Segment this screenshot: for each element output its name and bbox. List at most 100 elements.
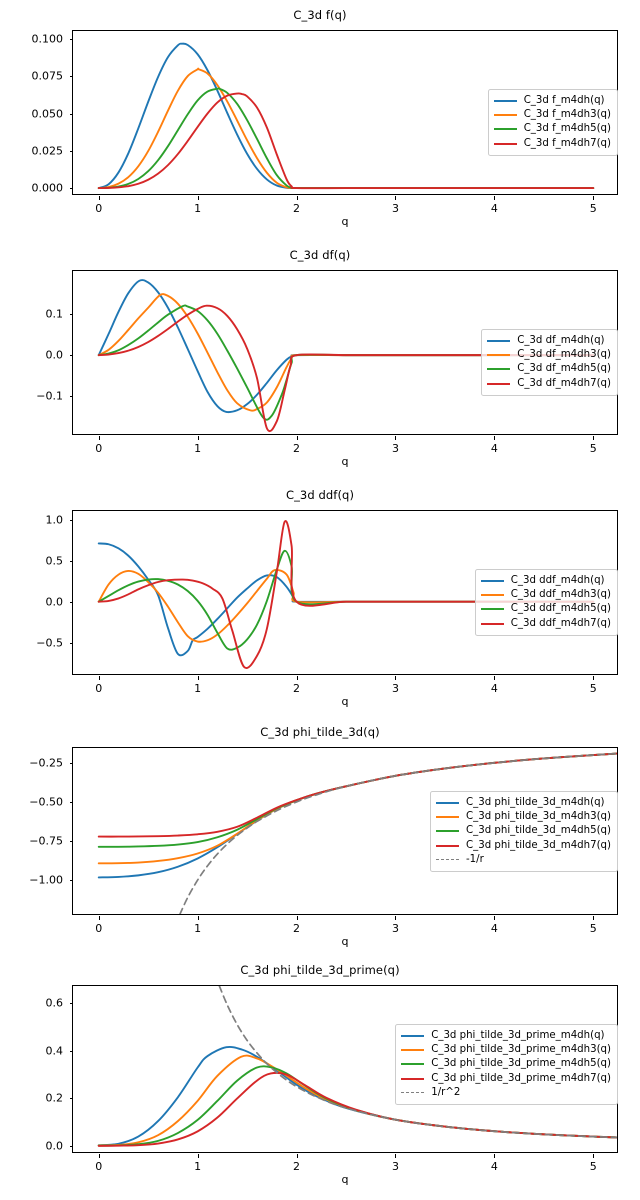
- y-tick-label: 0.050: [31, 107, 64, 120]
- panel-title: C_3d ddf(q): [285, 488, 355, 502]
- plot-area: 0.0 0.2 0.4 0.6 0 1 2 3 4 5 C_3d phi_tilde_3d_pr…: [46, 985, 618, 1173]
- legend-item[interactable]: C_3d phi_tilde_3d_m4dh(q): [436, 796, 611, 810]
- y-tick-mark: [69, 188, 73, 190]
- y-tick-label: 0.0: [45, 595, 64, 609]
- legend-item[interactable]: C_3d phi_tilde_3d_m4dh5(q): [436, 824, 611, 838]
- legend-label: C_3d ddf_m4dh7(q): [510, 617, 611, 629]
- x-tick-mark: [593, 1154, 595, 1158]
- y-tick-mark: [69, 840, 73, 842]
- series-line: [97, 92, 595, 190]
- series-line: [97, 304, 595, 433]
- x-tick-mark: [197, 1154, 199, 1158]
- legend-item[interactable]: -1/r: [436, 853, 611, 867]
- series-canvas: [97, 986, 617, 1147]
- legend-item[interactable]: C_3d phi_tilde_3d_prime_m4dh(q): [401, 1029, 611, 1043]
- plot-clip: [73, 271, 617, 434]
- x-tick-label: 2: [293, 202, 301, 215]
- x-tick-label: 2: [293, 1160, 301, 1173]
- legend[interactable]: C_3d df_m4dh(q) C_3d df_m4dh3(q) C_3d df_m…: [481, 329, 618, 396]
- x-tick-label: 1: [194, 1160, 202, 1173]
- legend-line-swatch-icon: [436, 844, 459, 847]
- y-tick-label: 0.075: [31, 69, 64, 83]
- x-tick-mark: [395, 916, 397, 920]
- x-tick-label: 1: [194, 922, 202, 935]
- legend-item[interactable]: C_3d df_m4dh7(q): [487, 377, 611, 391]
- legend-item[interactable]: C_3d df_m4dh3(q): [487, 348, 611, 362]
- legend-dashed-swatch-icon: [401, 1092, 425, 1094]
- legend-item[interactable]: C_3d ddf_m4dh3(q): [480, 588, 611, 602]
- legend-item[interactable]: C_3d phi_tilde_3d_prime_m4dh3(q): [401, 1043, 611, 1057]
- legend-item[interactable]: C_3d ddf_m4dh7(q): [480, 617, 611, 631]
- x-tick-label: 3: [391, 202, 399, 215]
- legend-line-swatch-icon: [401, 1077, 425, 1080]
- legend-item[interactable]: C_3d f_m4dh5(q): [493, 122, 611, 136]
- legend-item[interactable]: C_3d phi_tilde_3d_prime_m4dh5(q): [401, 1057, 611, 1071]
- panel-phi-tilde-3d: C_3d phi_tilde_3d(q) −1.00 −0.75 −0.50 −0.2…: [0, 725, 640, 960]
- y-tick-label: −0.50: [29, 795, 63, 809]
- series-canvas: [97, 42, 595, 190]
- panel-phi-tilde-3d-prime: C_3d phi_tilde_3d_prime(q) 0.0 0.2 0.4 0.6 …: [0, 963, 640, 1200]
- x-tick-label: 5: [589, 682, 597, 695]
- legend-item[interactable]: C_3d phi_tilde_3d_m4dh7(q): [436, 839, 611, 853]
- series-line: [97, 519, 595, 669]
- legend-line-swatch-icon: [436, 802, 459, 805]
- legend-label: C_3d phi_tilde_3d_m4dh3(q): [466, 811, 611, 823]
- legend-item[interactable]: C_3d f_m4dh(q): [493, 94, 611, 108]
- legend-item[interactable]: C_3d phi_tilde_3d_m4dh3(q): [436, 810, 611, 824]
- legend-line-swatch-icon: [480, 622, 504, 625]
- legend[interactable]: C_3d f_m4dh(q) C_3d f_m4dh3(q) C_3d f_m4dh…: [487, 89, 618, 156]
- x-tick-mark: [197, 676, 199, 680]
- x-tick-mark: [296, 1154, 298, 1158]
- y-tick-label: 0.025: [31, 144, 64, 158]
- x-axis-label: q: [341, 455, 349, 468]
- x-axis-label: q: [341, 1173, 349, 1186]
- plot-clip: [73, 511, 617, 674]
- panel-title: C_3d df(q): [289, 248, 351, 262]
- legend[interactable]: C_3d ddf_m4dh(q) C_3d ddf_m4dh3(q) C_3d dd…: [474, 569, 618, 636]
- panel-title: C_3d phi_tilde_3d_prime(q): [240, 963, 400, 977]
- legend-label: C_3d phi_tilde_3d_prime_m4dh3(q): [431, 1044, 611, 1056]
- panel-df: C_3d df(q) −0.1 0.0 0.1 0 1 2 3 4 5 C_3d df_m4d…: [0, 248, 640, 480]
- legend-label: C_3d df_m4dh7(q): [517, 377, 611, 389]
- legend-line-swatch-icon: [436, 830, 459, 833]
- plot-clip: [73, 748, 617, 914]
- legend-item[interactable]: 1/r^2: [401, 1086, 611, 1100]
- legend-label: C_3d phi_tilde_3d_m4dh5(q): [466, 825, 611, 837]
- x-axis-label: q: [341, 215, 349, 228]
- x-tick-mark: [296, 436, 298, 440]
- x-tick-label: 3: [391, 442, 399, 455]
- x-tick-mark: [494, 916, 496, 920]
- x-tick-mark: [395, 1154, 397, 1158]
- y-tick-mark: [69, 150, 73, 152]
- y-tick-mark: [69, 801, 73, 803]
- legend-line-swatch-icon: [487, 368, 511, 371]
- legend-label: C_3d phi_tilde_3d_prime_m4dh7(q): [431, 1072, 611, 1084]
- series-canvas: [97, 519, 595, 669]
- panel-ddf: C_3d ddf(q) −0.5 0.0 0.5 1.0 0 1 2 3 4 5 C_3d dd…: [0, 488, 640, 720]
- legend-label: C_3d f_m4dh5(q): [523, 123, 611, 135]
- x-tick-label: 4: [490, 682, 498, 695]
- legend-item[interactable]: C_3d ddf_m4dh(q): [480, 574, 611, 588]
- legend-item[interactable]: C_3d f_m4dh3(q): [493, 108, 611, 122]
- legend-item[interactable]: C_3d df_m4dh5(q): [487, 362, 611, 376]
- legend-line-swatch-icon: [401, 1063, 425, 1066]
- legend[interactable]: C_3d phi_tilde_3d_prime_m4dh(q) C_3d phi_…: [395, 1024, 618, 1105]
- legend-item[interactable]: C_3d ddf_m4dh5(q): [480, 602, 611, 616]
- y-tick-label: 0.5: [45, 554, 64, 568]
- legend-item[interactable]: C_3d f_m4dh7(q): [493, 137, 611, 151]
- panel-title: C_3d f(q): [293, 8, 347, 22]
- x-tick-label: 1: [194, 442, 202, 455]
- y-tick-mark: [69, 113, 73, 115]
- x-tick-mark: [98, 676, 100, 680]
- x-tick-mark: [593, 676, 595, 680]
- legend-label: C_3d df_m4dh(q): [517, 334, 605, 346]
- legend-item[interactable]: C_3d df_m4dh(q): [487, 334, 611, 348]
- x-tick-mark: [494, 1154, 496, 1158]
- legend-item[interactable]: C_3d phi_tilde_3d_prime_m4dh7(q): [401, 1072, 611, 1086]
- legend-label: C_3d f_m4dh3(q): [523, 109, 611, 121]
- x-tick-label: 5: [589, 442, 597, 455]
- legend[interactable]: C_3d phi_tilde_3d_m4dh(q) C_3d phi_tilde_…: [430, 791, 618, 872]
- x-tick-label: 0: [95, 1160, 103, 1173]
